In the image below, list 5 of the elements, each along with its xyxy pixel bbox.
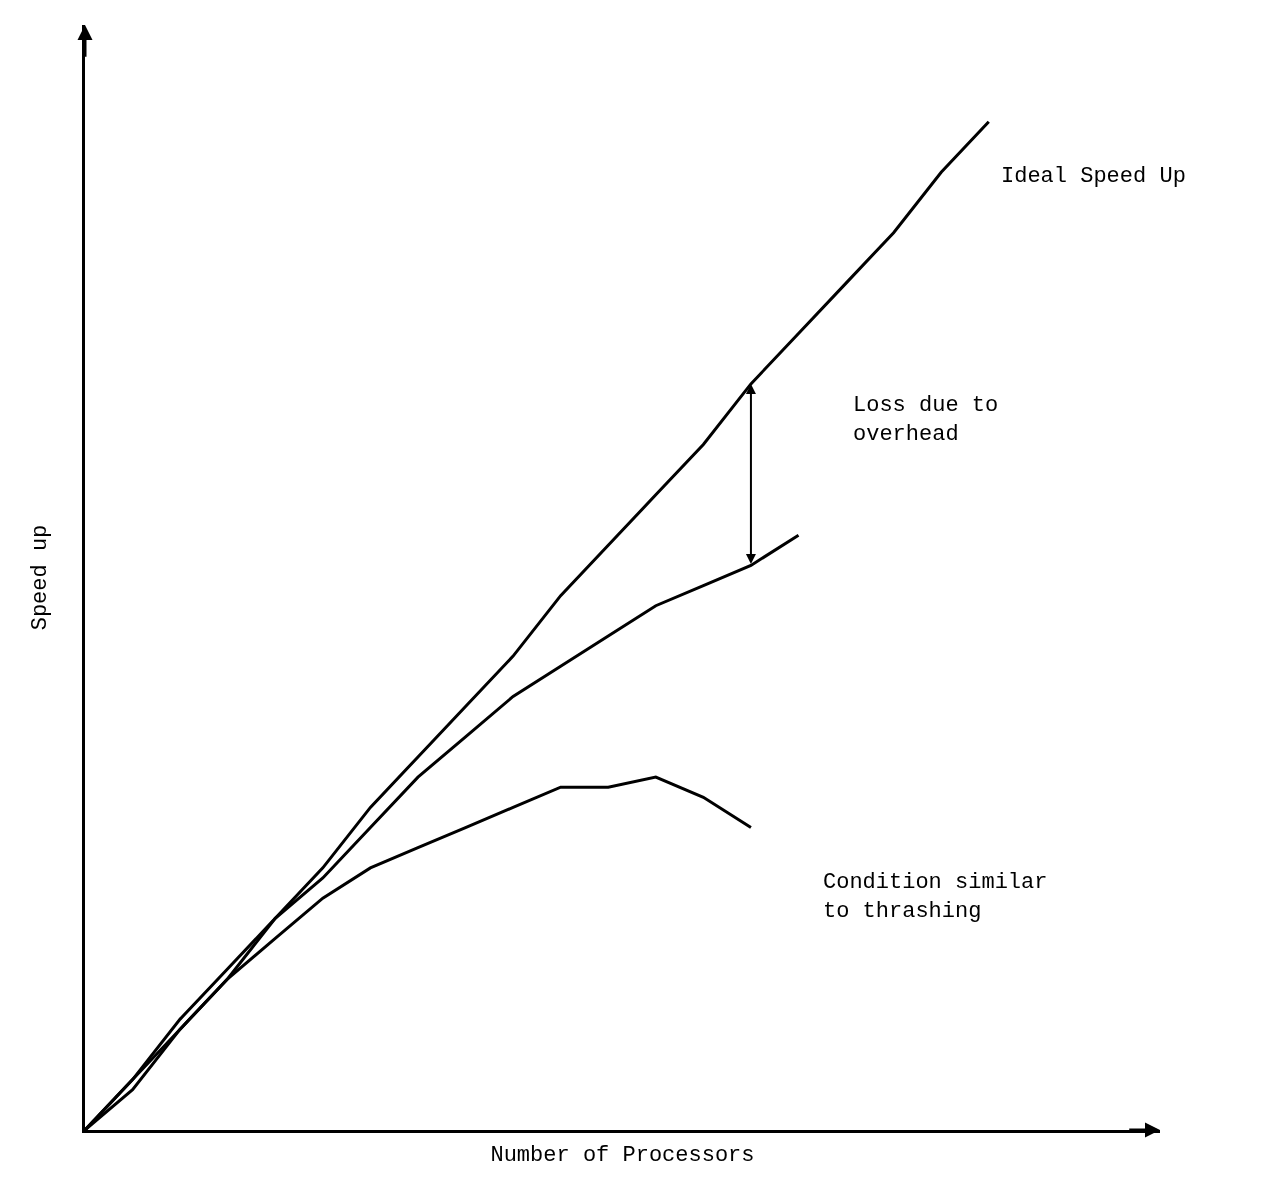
y-axis-title: Speed up — [27, 524, 53, 631]
x-axis-title: Number of Processors — [490, 1143, 755, 1169]
text: Condition similar to thrashing — [823, 870, 1048, 924]
series-label: Ideal Speed Up — [1001, 164, 1186, 189]
annotation: Loss due to overhead — [853, 393, 999, 447]
